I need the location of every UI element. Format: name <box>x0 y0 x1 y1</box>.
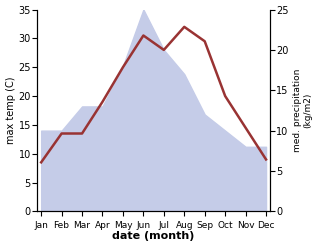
Y-axis label: max temp (C): max temp (C) <box>5 77 16 144</box>
Y-axis label: med. precipitation
(kg/m2): med. precipitation (kg/m2) <box>293 69 313 152</box>
X-axis label: date (month): date (month) <box>113 231 195 242</box>
